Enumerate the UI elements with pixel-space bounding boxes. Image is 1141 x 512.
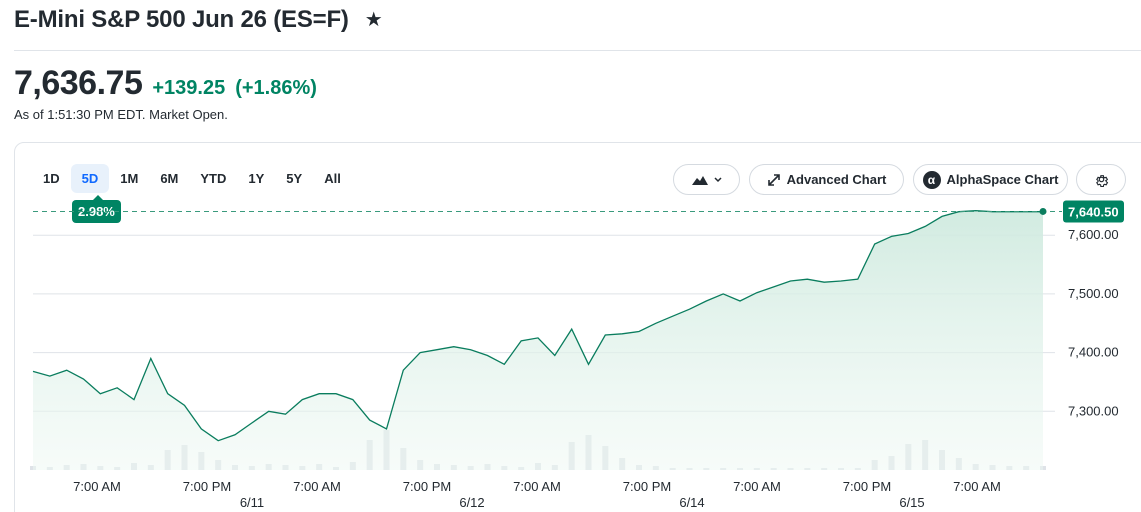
last-price-dot [1039, 207, 1047, 215]
tab-1m[interactable]: 1M [120, 171, 139, 186]
x-tick-label: 7:00 AM [293, 479, 341, 494]
x-tick-label: 7:00 AM [513, 479, 561, 494]
as-of-timestamp: As of 1:51:30 PM EDT. Market Open. [14, 107, 228, 122]
last-price-label: 7,640.50 [1068, 204, 1119, 219]
alphaspace-chart-label: AlphaSpace Chart [946, 172, 1059, 187]
mountain-chart-icon [691, 175, 708, 185]
title-row: E-Mini S&P 500 Jun 26 (ES=F) ★ [14, 6, 383, 34]
tab-1d[interactable]: 1D [43, 171, 60, 186]
range-tabs: 1D 5D 1M 6M YTD 1Y 5Y All [32, 164, 352, 193]
x-date-label: 6/14 [679, 495, 704, 510]
tab-5y[interactable]: 5Y [286, 171, 303, 186]
tab-ytd[interactable]: YTD [200, 171, 227, 186]
alpha-icon: α [922, 170, 941, 189]
x-tick-label: 7:00 PM [183, 479, 231, 494]
price-area [33, 210, 1043, 470]
x-tick-label: 7:00 AM [953, 479, 1001, 494]
x-axis-labels: 7:00 AM 7:00 PM 7:00 AM 7:00 PM 7:00 AM 7:00 … [73, 479, 1001, 510]
y-tick-label: 7,300.00 [1068, 403, 1119, 418]
title-divider [14, 50, 1141, 51]
quote-row: 7,636.75 +139.25 (+1.86%) [14, 64, 317, 103]
chart-card [14, 142, 1141, 512]
tab-6m[interactable]: 6M [160, 171, 179, 186]
current-price: 7,636.75 [14, 64, 143, 102]
x-tick-label: 7:00 PM [843, 479, 891, 494]
advanced-chart-label: Advanced Chart [786, 172, 887, 187]
price-change: +139.25 [152, 77, 226, 99]
tab-1y[interactable]: 1Y [248, 171, 265, 186]
alphaspace-chart-button[interactable]: α AlphaSpace Chart [913, 164, 1068, 195]
last-price-badge-bg [1063, 200, 1124, 223]
x-tick-label: 7:00 AM [733, 479, 781, 494]
y-tick-label: 7,600.00 [1068, 227, 1119, 242]
expand-icon [767, 173, 780, 186]
chart-settings-button[interactable] [1076, 164, 1126, 195]
x-date-label: 6/12 [459, 495, 484, 510]
tab-5d[interactable]: 5D [70, 164, 110, 193]
page-title: E-Mini S&P 500 Jun 26 (ES=F) [14, 6, 349, 33]
x-tick-label: 7:00 PM [623, 479, 671, 494]
x-date-label: 6/15 [899, 495, 924, 510]
tab-all[interactable]: All [324, 171, 341, 186]
y-tick-label: 7,400.00 [1068, 345, 1119, 360]
star-icon[interactable]: ★ [364, 9, 383, 31]
price-line [32, 209, 1043, 442]
last-price-badge: 7,640.50 [1063, 200, 1124, 223]
price-change-percent: (+1.86%) [235, 77, 317, 99]
chart-type-button[interactable] [673, 164, 740, 195]
gear-icon [1095, 175, 1108, 187]
y-tick-label: 7,500.00 [1068, 286, 1119, 301]
y-axis-labels: 7,600.00 7,500.00 7,400.00 7,300.00 [1068, 227, 1119, 418]
x-date-label: 6/11 [240, 495, 264, 510]
advanced-chart-button[interactable]: Advanced Chart [749, 164, 904, 195]
x-tick-label: 7:00 AM [73, 479, 121, 494]
chevron-down-icon [713, 176, 722, 182]
x-tick-label: 7:00 PM [403, 479, 451, 494]
